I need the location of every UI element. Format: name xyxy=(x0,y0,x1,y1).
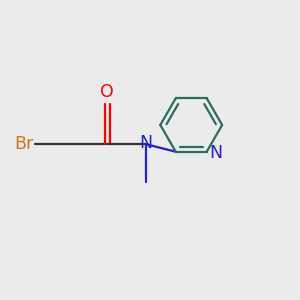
Text: N: N xyxy=(139,134,152,152)
Text: O: O xyxy=(100,83,114,101)
Text: Br: Br xyxy=(14,135,34,153)
Text: N: N xyxy=(210,144,223,162)
